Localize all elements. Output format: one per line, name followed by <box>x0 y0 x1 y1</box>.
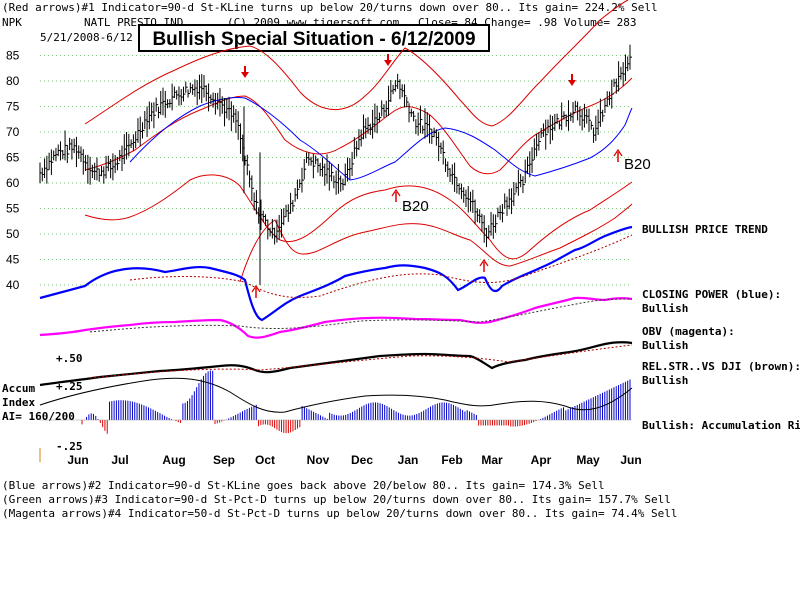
chart-title: Bullish Special Situation - 6/12/2009 <box>138 24 490 52</box>
price-axis-ticks: 40 45 50 55 60 65 70 75 80 85 <box>6 49 20 293</box>
buy-arrow-head <box>479 258 489 267</box>
indicator-1-note: (Red arrows)#1 Indicator=90-d St-KLine t… <box>2 1 658 14</box>
accum-state: Bullish: Accumulation Rising <box>642 419 800 432</box>
x-tick-label: Mar <box>481 453 503 467</box>
y-tick-label: 70 <box>6 125 20 139</box>
x-tick-label: Jul <box>111 453 128 467</box>
signal-arrows <box>241 54 623 298</box>
accumulation-histogram <box>81 370 631 434</box>
accum-ma-line <box>39 377 633 413</box>
y-tick-label: 80 <box>6 74 20 88</box>
closing-power-label: CLOSING POWER (blue): <box>642 288 782 301</box>
closing-power-line <box>39 225 633 322</box>
x-tick-label: May <box>576 453 600 467</box>
closing-power-ma-line <box>129 234 633 298</box>
lower-band-line <box>239 203 633 283</box>
accum-title-1: Accum <box>2 382 36 395</box>
moving-average-line <box>129 97 633 181</box>
y-tick-label: 40 <box>6 278 20 292</box>
b20-label-dec: B20 <box>402 198 429 215</box>
x-tick-label: Apr <box>531 453 552 467</box>
rel-strength-line <box>39 341 633 387</box>
y-tick-label: 60 <box>6 176 20 190</box>
accum-title-2: Index <box>2 396 36 409</box>
obv-ma-line <box>89 298 633 333</box>
x-tick-label: Jun <box>620 453 641 467</box>
sell-arrow-head <box>241 72 249 78</box>
indicator-3-note: (Green arrows)#3 Indicator=90-d St-Pct-D… <box>2 493 671 506</box>
x-tick-label: Feb <box>441 453 462 467</box>
sell-arrow-head <box>384 60 392 66</box>
date-range: 5/21/2008-6/12 <box>40 31 133 44</box>
indicator-4-note: (Magenta arrows)#4 Indicator=50-d St-Pct… <box>2 507 678 520</box>
closing-power-state: Bullish <box>642 302 689 315</box>
x-tick-label: Jan <box>398 453 419 467</box>
accum-tick-low: -.25 <box>56 440 83 453</box>
obv-label: OBV (magenta): <box>642 325 735 338</box>
buy-arrow-head <box>251 284 261 293</box>
bullish-trend-label: BULLISH PRICE TREND <box>642 223 768 236</box>
y-tick-label: 55 <box>6 202 20 216</box>
ticker-symbol: NPK <box>2 16 22 29</box>
rel-strength-label: REL.STR..VS DJI (brown): <box>642 360 800 373</box>
sell-arrow-head <box>568 80 576 86</box>
rel-strength-ma-line <box>89 344 633 379</box>
buy-arrow-head <box>613 148 623 157</box>
y-tick-label: 75 <box>6 100 20 114</box>
buy-arrow-head <box>391 188 401 197</box>
b20-label-may: B20 <box>624 156 651 173</box>
obv-line <box>39 296 633 339</box>
lower-inner-band-line <box>84 174 633 260</box>
accum-tick-high: +.50 <box>56 352 83 365</box>
accum-ai: AI= 160/200 <box>2 410 75 423</box>
indicator-2-note: (Blue arrows)#2 Indicator=90-d St-KLine … <box>2 479 605 492</box>
y-tick-label: 50 <box>6 227 20 241</box>
date-axis-ticks: Jun Jul Aug Sep Oct Nov Dec Jan Feb Mar Apr May Jun <box>67 453 641 467</box>
rel-strength-state: Bullish <box>642 374 689 387</box>
price-grid <box>40 55 632 286</box>
x-tick-label: Nov <box>307 453 330 467</box>
x-tick-label: Aug <box>162 453 185 467</box>
x-tick-label: Jun <box>67 453 88 467</box>
y-tick-label: 65 <box>6 151 20 165</box>
x-tick-label: Oct <box>255 453 275 467</box>
price-bars <box>39 44 632 285</box>
obv-state: Bullish <box>642 339 689 352</box>
upper-inner-band-line <box>84 77 633 175</box>
y-tick-label: 85 <box>6 49 20 63</box>
upper-band-line <box>84 0 629 127</box>
x-tick-label: Dec <box>351 453 373 467</box>
accum-tick-mid: +.25 <box>56 380 83 393</box>
x-tick-label: Sep <box>213 453 235 467</box>
y-tick-label: 45 <box>6 253 20 267</box>
